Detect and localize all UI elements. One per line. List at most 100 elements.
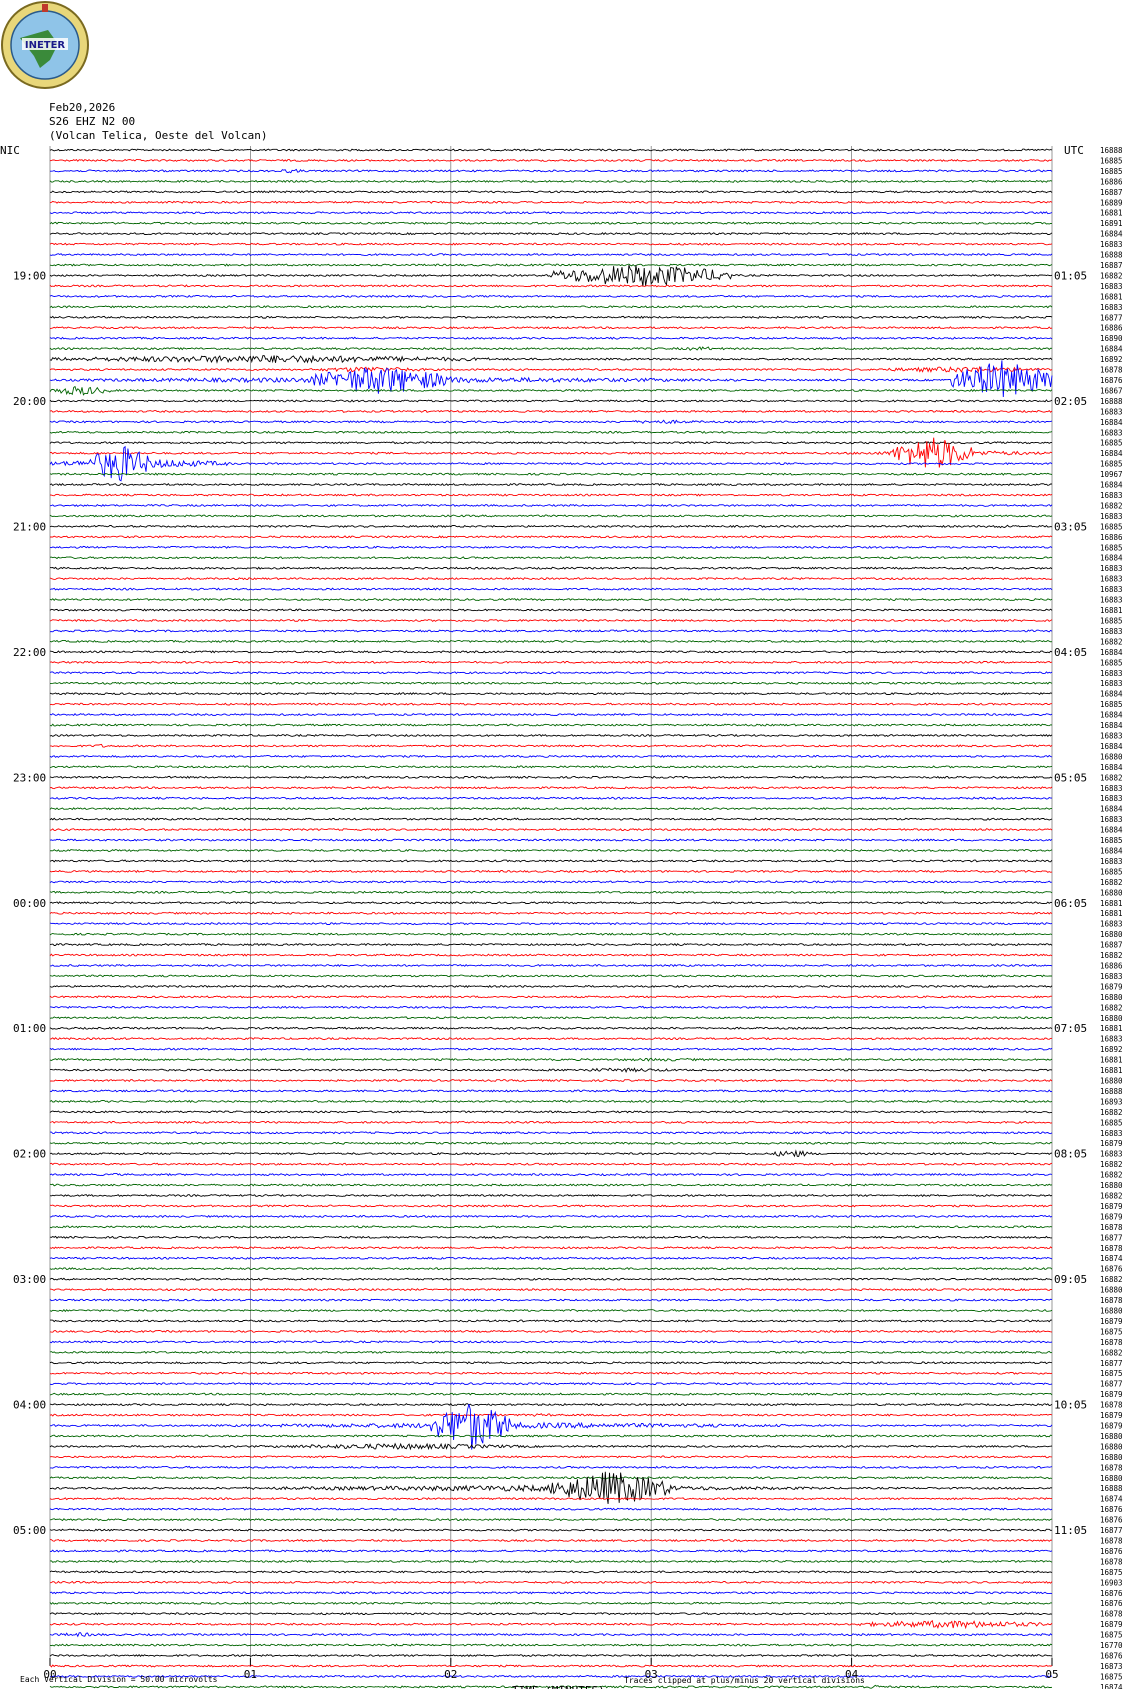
row-value-label: 16876 (1100, 1265, 1123, 1274)
trace-row-70 (49, 880, 1053, 884)
row-value-label: 16883 (1100, 491, 1123, 500)
right-hour-label: 03:05 (1054, 520, 1087, 533)
trace-row-80 (49, 984, 1053, 988)
row-value-label: 16880 (1100, 888, 1123, 897)
trace-row-114 (49, 1340, 1053, 1344)
row-value-label: 16882 (1100, 501, 1123, 510)
row-value-label: 16877 (1100, 1233, 1123, 1242)
trace-row-21 (49, 365, 1053, 374)
row-value-label: 16883 (1100, 596, 1123, 605)
trace-row-64 (49, 817, 1053, 821)
ineter-logo: INETER (1, 1, 89, 89)
trace-row-39 (49, 556, 1053, 560)
row-value-label: 16884 (1100, 345, 1123, 354)
trace-row-113 (49, 1329, 1053, 1333)
station-code: S26 EHZ N2 00 (49, 115, 136, 128)
trace-row-145 (49, 1664, 1053, 1668)
trace-row-1 (49, 158, 1053, 163)
trace-row-59 (49, 765, 1053, 769)
trace-row-71 (49, 890, 1053, 894)
row-value-label: 16880 (1100, 1474, 1123, 1483)
trace-row-106 (49, 1256, 1053, 1260)
row-value-label: 16884 (1100, 230, 1123, 239)
row-value-label: 16880 (1100, 1286, 1123, 1295)
row-value-label: 16883 (1100, 1150, 1123, 1159)
row-value-label: 16880 (1100, 1432, 1123, 1441)
trace-row-82 (49, 1005, 1053, 1009)
row-value-label: 16879 (1100, 1620, 1123, 1629)
trace-row-15 (49, 305, 1053, 309)
row-value-label: 16882 (1100, 1003, 1123, 1012)
row-value-label: 16879 (1100, 1422, 1123, 1431)
trace-row-38 (49, 545, 1053, 549)
trace-row-60 (49, 775, 1053, 779)
row-value-label: 16885 (1100, 522, 1123, 531)
trace-row-100 (49, 1193, 1053, 1198)
trace-row-16 (49, 315, 1053, 319)
trace-row-87 (49, 1057, 1053, 1062)
row-value-label: 16884 (1100, 826, 1123, 835)
row-value-label: 16877 (1100, 1380, 1123, 1389)
row-value-label: 16878 (1100, 1610, 1123, 1619)
row-value-label: 16885 (1100, 836, 1123, 845)
trace-row-94 (50, 1131, 1053, 1135)
trace-row-112 (50, 1319, 1052, 1323)
trace-row-131 (49, 1518, 1053, 1522)
trace-row-140 (49, 1612, 1053, 1616)
trace-row-95 (49, 1141, 1053, 1145)
row-value-label: 16886 (1100, 961, 1123, 970)
row-value-label: 16884 (1100, 481, 1123, 490)
row-value-label: 16892 (1100, 355, 1123, 364)
row-value-label: 16885 (1100, 1118, 1123, 1127)
trace-row-103 (49, 1225, 1053, 1229)
row-value-label: 16874 (1100, 1495, 1123, 1504)
trace-row-147 (49, 1684, 1053, 1689)
trace-row-12 (49, 265, 1053, 287)
trace-row-98 (49, 1172, 1053, 1177)
row-value-label: 16883 (1100, 240, 1123, 249)
row-value-label: 16885 (1100, 658, 1123, 667)
row-value-label: 16881 (1100, 899, 1123, 908)
row-value-label: 16878 (1100, 1557, 1123, 1566)
row-value-label: 16883 (1100, 575, 1123, 584)
trace-row-41 (49, 577, 1053, 581)
row-value-label: 16879 (1100, 1390, 1123, 1399)
x-axis-label: TIME (MINUTES) (512, 1684, 605, 1689)
row-value-label: 16887 (1100, 261, 1123, 270)
trace-row-51 (50, 681, 1053, 685)
right-hour-label: 04:05 (1054, 646, 1087, 659)
row-value-label: 16876 (1100, 1599, 1123, 1608)
trace-row-11 (49, 263, 1053, 267)
row-value-label: 16885 (1100, 156, 1123, 165)
trace-row-85 (49, 1037, 1053, 1041)
row-value-label: 16883 (1100, 731, 1123, 740)
row-value-label: 16881 (1100, 1056, 1123, 1065)
trace-row-139 (49, 1601, 1053, 1605)
row-value-label: 16881 (1100, 909, 1123, 918)
trace-row-99 (49, 1183, 1053, 1187)
trace-row-48 (49, 650, 1053, 654)
trace-row-90 (49, 1089, 1053, 1093)
row-value-label: 16883 (1100, 585, 1123, 594)
row-value-label: 16882 (1100, 1348, 1123, 1357)
trace-row-79 (49, 974, 1052, 978)
row-value-label: 16883 (1100, 428, 1123, 437)
right-hour-label: 10:05 (1054, 1399, 1087, 1412)
row-value-label: 16884 (1100, 721, 1123, 730)
trace-row-86 (49, 1047, 1053, 1051)
trace-row-9 (49, 242, 1053, 246)
trace-row-81 (49, 995, 1052, 999)
row-value-label: 16880 (1100, 1181, 1123, 1190)
trace-row-33 (49, 493, 1053, 497)
row-value-label: 16887 (1100, 188, 1123, 197)
row-value-label: 16878 (1100, 1401, 1123, 1410)
trace-row-37 (50, 535, 1053, 539)
trace-row-55 (49, 723, 1053, 727)
row-value-label: 16880 (1100, 752, 1123, 761)
left-hour-label: 00:00 (13, 897, 46, 910)
trace-row-6 (49, 211, 1053, 215)
trace-row-36 (49, 524, 1053, 529)
row-value-label: 16884 (1100, 846, 1123, 855)
trace-row-27 (49, 430, 1053, 434)
trace-row-8 (49, 232, 1053, 236)
